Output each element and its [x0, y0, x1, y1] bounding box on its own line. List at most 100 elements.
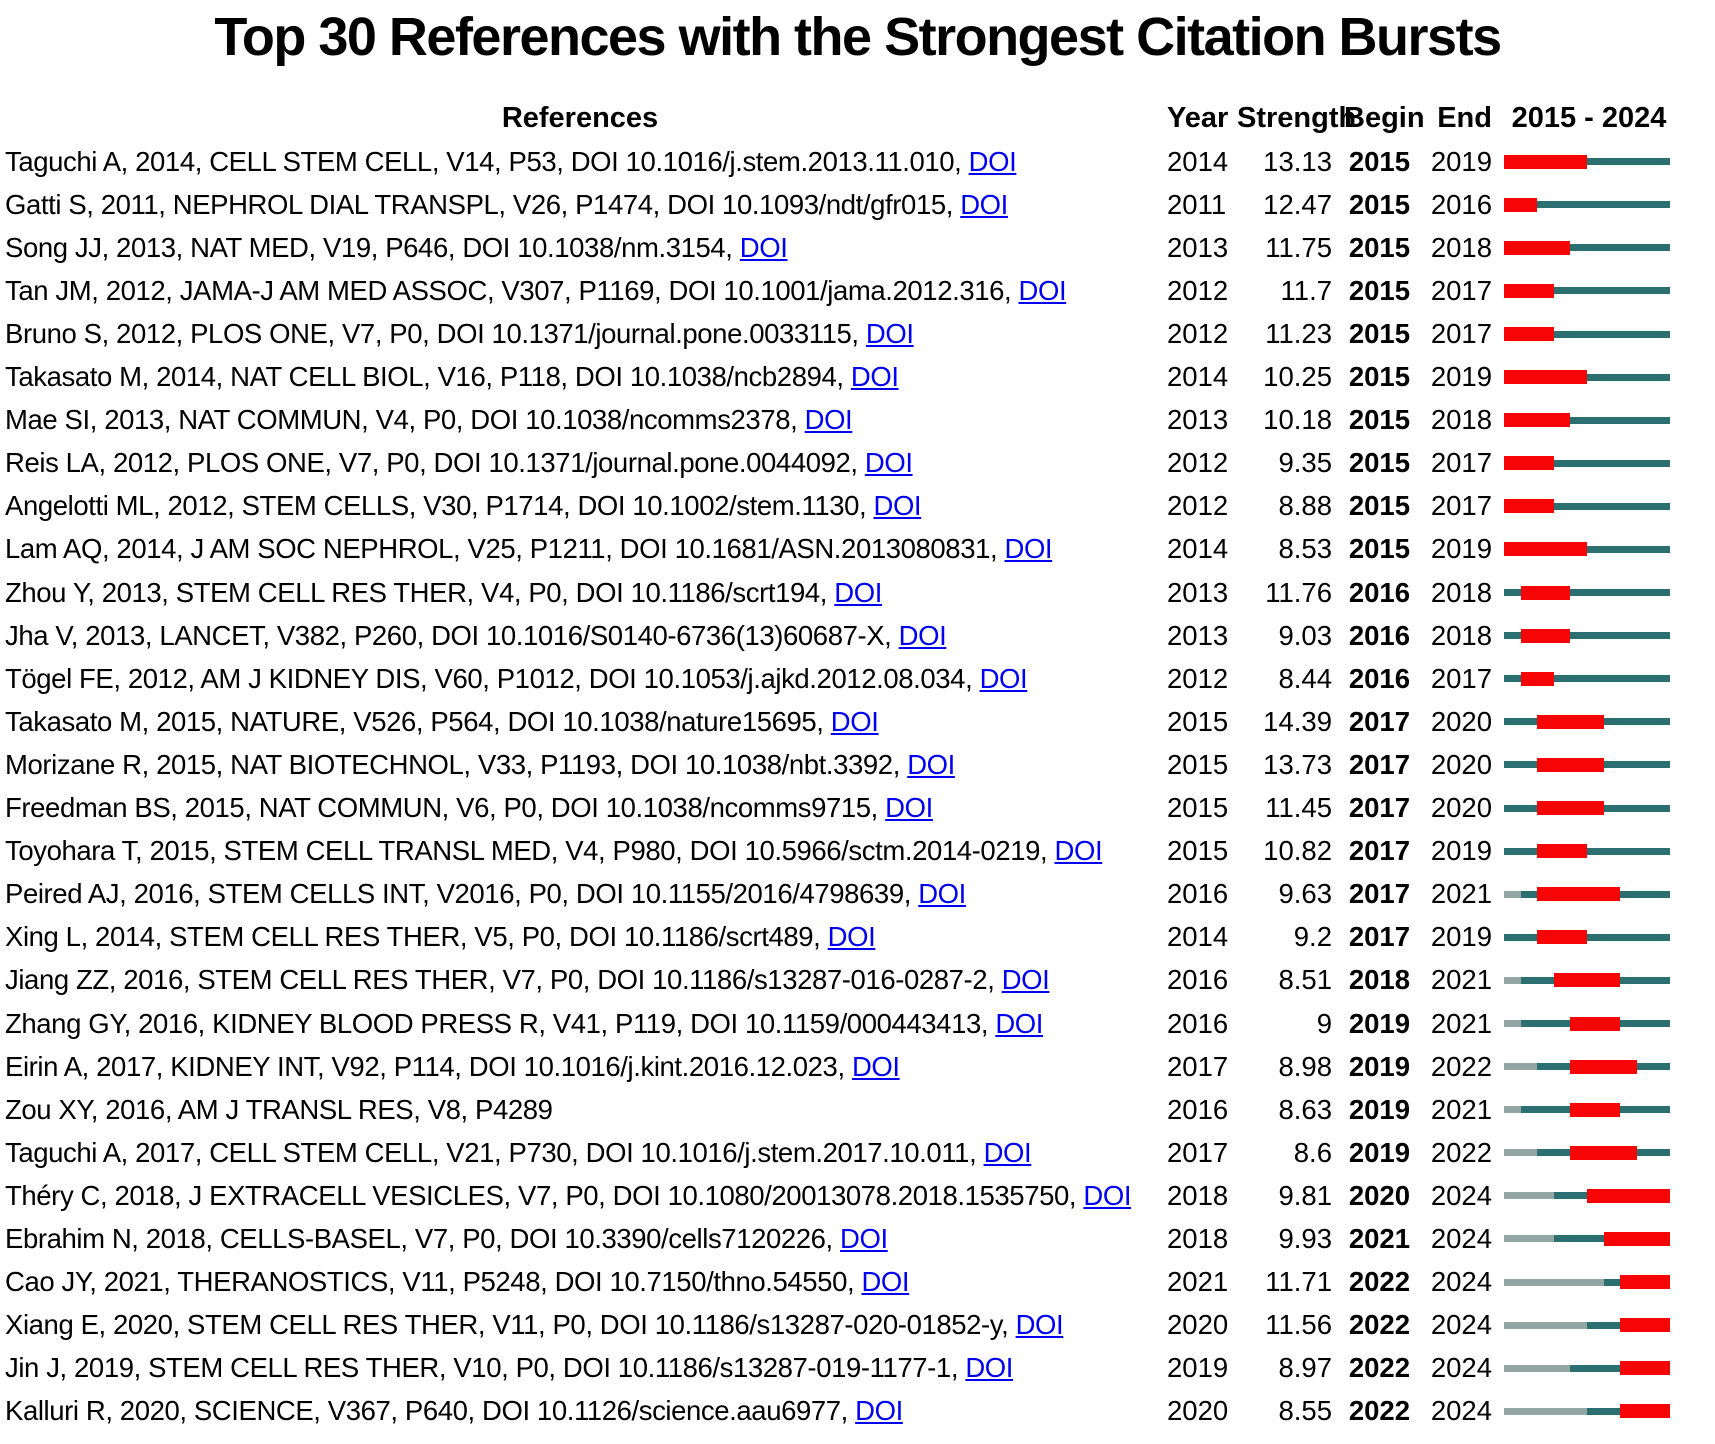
- table-row: Reis LA, 2012, PLOS ONE, V7, P0, DOI 10.…: [5, 442, 1712, 485]
- burst-timeline-bar: [1504, 714, 1670, 730]
- doi-link[interactable]: DOI: [965, 1352, 1014, 1384]
- year-cell: 2020: [1167, 1395, 1229, 1427]
- strength-cell: 8.55: [1278, 1395, 1332, 1427]
- doi-link[interactable]: DOI: [840, 1222, 888, 1254]
- pre-publication-segment: [1504, 1063, 1538, 1071]
- year-cell: 2018: [1167, 1222, 1229, 1254]
- reference-cell: Jin J, 2019, STEM CELL RES THER, V10, P0…: [5, 1352, 1155, 1384]
- reference-cell: Taguchi A, 2014, CELL STEM CELL, V14, P5…: [5, 146, 1155, 178]
- pre-publication-segment: [1504, 1192, 1554, 1200]
- doi-link[interactable]: DOI: [1083, 1179, 1132, 1211]
- table-row: Théry C, 2018, J EXTRACELL VESICLES, V7,…: [5, 1174, 1712, 1217]
- reference-text: Jin J, 2019, STEM CELL RES THER, V10, P0…: [5, 1352, 966, 1384]
- doi-link[interactable]: DOI: [851, 1050, 900, 1082]
- begin-cell: 2016: [1348, 619, 1410, 651]
- doi-link[interactable]: DOI: [983, 1136, 1032, 1168]
- doi-link[interactable]: DOI: [739, 231, 788, 263]
- reference-text: Zou XY, 2016, AM J TRANSL RES, V8, P4289: [5, 1093, 553, 1125]
- table-row: Kalluri R, 2020, SCIENCE, V367, P640, DO…: [5, 1390, 1712, 1433]
- doi-link[interactable]: DOI: [804, 404, 853, 436]
- doi-link[interactable]: DOI: [1015, 1309, 1064, 1341]
- table-row: Cao JY, 2021, THERANOSTICS, V11, P5248, …: [5, 1261, 1712, 1304]
- burst-timeline-bar: [1504, 1102, 1670, 1118]
- pre-burst-segment: [1587, 1321, 1621, 1329]
- doi-link[interactable]: DOI: [865, 318, 914, 350]
- end-cell: 2021: [1430, 1007, 1492, 1039]
- begin-cell: 2017: [1348, 705, 1410, 737]
- burst-timeline-bar: [1504, 326, 1670, 342]
- doi-link[interactable]: DOI: [873, 490, 922, 522]
- begin-cell: 2022: [1348, 1266, 1410, 1298]
- pre-burst-segment: [1553, 1192, 1587, 1200]
- post-burst-segment: [1620, 976, 1670, 984]
- post-burst-segment: [1587, 373, 1670, 381]
- table-row: Jha V, 2013, LANCET, V382, P260, DOI 10.…: [5, 614, 1712, 657]
- doi-link[interactable]: DOI: [995, 1007, 1044, 1039]
- doi-link[interactable]: DOI: [898, 619, 947, 651]
- doi-link[interactable]: DOI: [1018, 274, 1067, 306]
- doi-link[interactable]: DOI: [918, 878, 966, 910]
- burst-bar-cell: [1504, 1360, 1674, 1376]
- begin-cell: 2019: [1348, 1050, 1410, 1082]
- pre-burst-segment: [1504, 761, 1538, 769]
- pre-publication-segment: [1504, 1020, 1521, 1028]
- pre-burst-segment: [1504, 804, 1538, 812]
- reference-cell: Xiang E, 2020, STEM CELL RES THER, V11, …: [5, 1309, 1155, 1341]
- reference-cell: Zou XY, 2016, AM J TRANSL RES, V8, P4289: [5, 1094, 1155, 1126]
- doi-link[interactable]: DOI: [1004, 533, 1053, 565]
- pre-publication-segment: [1504, 1149, 1538, 1157]
- doi-link[interactable]: DOI: [850, 361, 899, 393]
- pre-burst-segment: [1520, 976, 1554, 984]
- doi-link[interactable]: DOI: [907, 748, 955, 780]
- burst-bar-cell: [1504, 1059, 1674, 1075]
- reference-cell: Théry C, 2018, J EXTRACELL VESICLES, V7,…: [5, 1180, 1155, 1212]
- burst-timeline-bar: [1504, 1231, 1670, 1247]
- doi-link[interactable]: DOI: [864, 447, 913, 479]
- burst-segment: [1570, 1145, 1637, 1160]
- burst-bar-cell: [1504, 498, 1674, 514]
- burst-timeline-bar: [1504, 1317, 1670, 1333]
- reference-text: Mae SI, 2013, NAT COMMUN, V4, P0, DOI 10…: [5, 404, 805, 436]
- reference-text: Taguchi A, 2014, CELL STEM CELL, V14, P5…: [5, 145, 969, 177]
- reference-cell: Peired AJ, 2016, STEM CELLS INT, V2016, …: [5, 878, 1155, 910]
- table-row: Zhang GY, 2016, KIDNEY BLOOD PRESS R, V4…: [5, 1002, 1712, 1045]
- year-cell: 2020: [1167, 1309, 1229, 1341]
- doi-link[interactable]: DOI: [1001, 964, 1050, 996]
- doi-link[interactable]: DOI: [979, 662, 1028, 694]
- column-header-period: 2015 - 2024: [1511, 101, 1667, 134]
- doi-link[interactable]: DOI: [968, 145, 1017, 177]
- burst-segment: [1620, 1404, 1670, 1419]
- post-burst-segment: [1553, 675, 1670, 683]
- doi-link[interactable]: DOI: [861, 1266, 910, 1298]
- table-row: Angelotti ML, 2012, STEM CELLS, V30, P17…: [5, 485, 1712, 528]
- doi-link[interactable]: DOI: [885, 792, 933, 824]
- doi-link[interactable]: DOI: [960, 188, 1008, 220]
- post-burst-segment: [1553, 459, 1670, 467]
- doi-link[interactable]: DOI: [1054, 835, 1103, 867]
- reference-text: Kalluri R, 2020, SCIENCE, V367, P640, DO…: [5, 1395, 856, 1427]
- table-row: Jiang ZZ, 2016, STEM CELL RES THER, V7, …: [5, 959, 1712, 1002]
- burst-segment: [1520, 628, 1571, 643]
- post-burst-segment: [1570, 632, 1670, 640]
- begin-cell: 2015: [1348, 145, 1410, 177]
- reference-text: Jiang ZZ, 2016, STEM CELL RES THER, V7, …: [5, 964, 1002, 996]
- citation-burst-table: References Year Strength Begin End 2015 …: [0, 96, 1715, 1433]
- begin-cell: 2015: [1348, 447, 1410, 479]
- doi-link[interactable]: DOI: [834, 576, 882, 608]
- reference-cell: Zhou Y, 2013, STEM CELL RES THER, V4, P0…: [5, 577, 1155, 609]
- burst-timeline-bar: [1504, 671, 1670, 687]
- reference-text: Morizane R, 2015, NAT BIOTECHNOL, V33, P…: [5, 748, 908, 780]
- burst-timeline-bar: [1504, 1145, 1670, 1161]
- end-cell: 2021: [1430, 1093, 1492, 1125]
- doi-link[interactable]: DOI: [827, 921, 876, 953]
- doi-link[interactable]: DOI: [830, 705, 879, 737]
- year-cell: 2014: [1167, 921, 1229, 953]
- burst-timeline-bar: [1504, 1188, 1670, 1204]
- pre-burst-segment: [1504, 675, 1521, 683]
- end-cell: 2021: [1430, 964, 1492, 996]
- doi-link[interactable]: DOI: [855, 1395, 903, 1427]
- reference-cell: Song JJ, 2013, NAT MED, V19, P646, DOI 1…: [5, 232, 1155, 264]
- pre-burst-segment: [1504, 933, 1538, 941]
- reference-cell: Toyohara T, 2015, STEM CELL TRANSL MED, …: [5, 835, 1155, 867]
- end-cell: 2018: [1430, 619, 1492, 651]
